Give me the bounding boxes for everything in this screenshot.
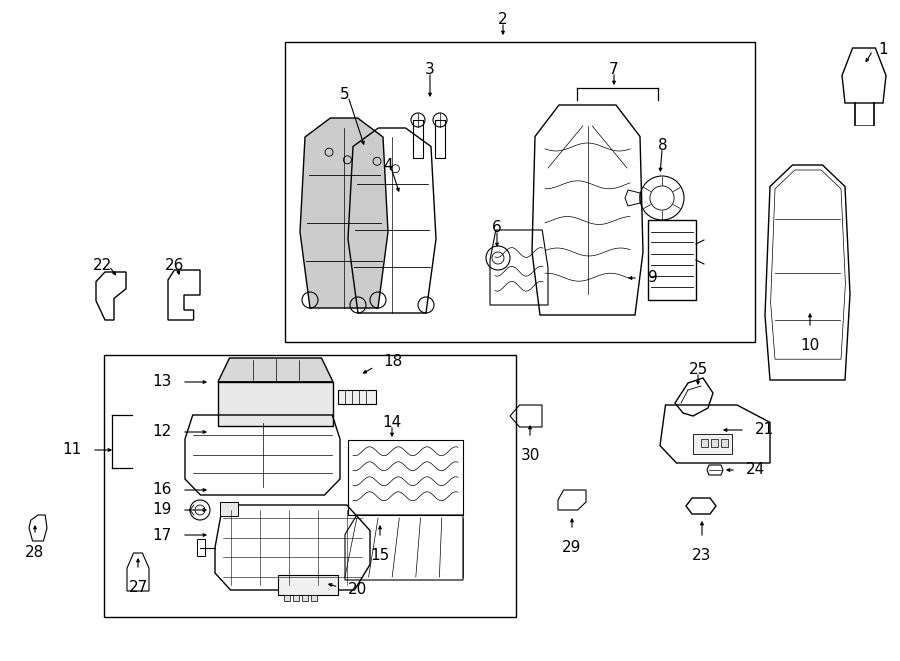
Text: 30: 30 [520, 448, 540, 463]
Bar [348, 440, 463, 515]
Text: 21: 21 [755, 422, 774, 438]
Text: 19: 19 [153, 502, 172, 518]
Text: 2: 2 [499, 12, 508, 27]
Text: 18: 18 [383, 354, 402, 369]
Text: 12: 12 [153, 424, 172, 440]
Text: 27: 27 [129, 580, 148, 595]
Text: 3: 3 [425, 62, 435, 77]
Bar [435, 120, 445, 158]
Bar [197, 539, 205, 556]
Bar [284, 595, 290, 601]
Text: 23: 23 [692, 548, 712, 563]
Bar [711, 439, 718, 447]
Polygon shape [300, 118, 388, 308]
Text: 6: 6 [492, 220, 502, 235]
Text: 10: 10 [800, 338, 820, 353]
Bar [293, 595, 299, 601]
Text: 20: 20 [348, 582, 367, 598]
Bar [701, 439, 708, 447]
Text: 17: 17 [153, 527, 172, 543]
Text: 13: 13 [153, 375, 172, 389]
Text: 1: 1 [878, 42, 887, 57]
Text: 4: 4 [383, 158, 392, 173]
Polygon shape [218, 358, 333, 382]
Bar [220, 502, 238, 516]
Bar [104, 355, 516, 617]
Bar [285, 42, 755, 342]
Text: 15: 15 [371, 548, 390, 563]
Text: 29: 29 [562, 540, 581, 555]
Text: 22: 22 [94, 258, 112, 273]
Text: 7: 7 [609, 62, 619, 77]
Text: 25: 25 [688, 362, 707, 377]
Bar [721, 439, 728, 447]
Bar [338, 390, 376, 404]
Polygon shape [218, 382, 333, 426]
Text: 28: 28 [25, 545, 45, 560]
Text: 24: 24 [746, 463, 765, 477]
Text: 5: 5 [340, 87, 350, 102]
Text: 9: 9 [648, 270, 658, 286]
Bar [278, 575, 338, 595]
Bar [693, 434, 732, 454]
Text: 8: 8 [658, 138, 668, 153]
Text: 11: 11 [63, 442, 82, 457]
Text: 26: 26 [166, 258, 184, 273]
Bar [413, 120, 423, 158]
Bar [302, 595, 308, 601]
Text: 16: 16 [153, 483, 172, 498]
Text: 14: 14 [382, 415, 401, 430]
Bar [311, 595, 317, 601]
